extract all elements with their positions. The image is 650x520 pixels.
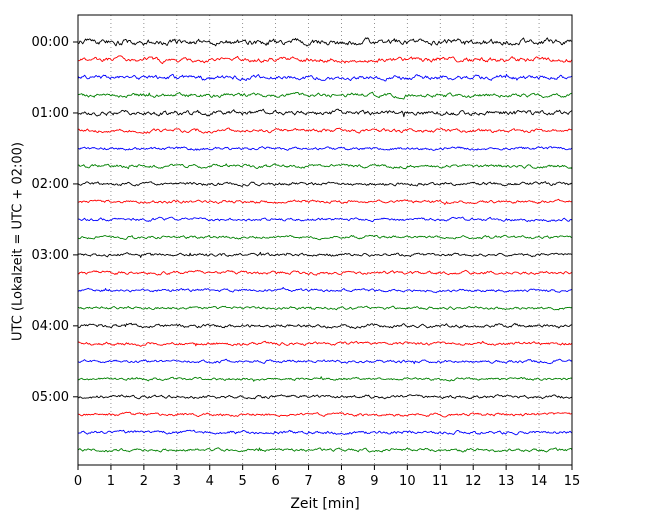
seismogram-trace [77, 447, 573, 453]
x-tick-label: 4 [206, 474, 214, 489]
seismogram-trace [77, 37, 573, 47]
y-tick-label: 01:00 [32, 106, 69, 121]
x-tick-label: 14 [531, 474, 548, 489]
seismogram-trace [77, 411, 573, 418]
x-tick-label: 1 [107, 474, 115, 489]
plot-border [77, 14, 573, 466]
seismogram-trace [77, 108, 573, 118]
x-tick-label: 10 [399, 474, 416, 489]
seismogram-trace [77, 394, 573, 400]
x-tick-label: 3 [173, 474, 181, 489]
seismogram-trace [77, 376, 573, 382]
x-tick-label: 11 [432, 474, 449, 489]
y-tick-label: 04:00 [32, 319, 69, 334]
seismogram-trace [77, 358, 573, 365]
x-tick-label: 15 [564, 474, 581, 489]
seismogram-trace [77, 163, 573, 170]
x-tick-label: 7 [304, 474, 312, 489]
seismogram-trace [77, 146, 573, 151]
seismogram-trace [77, 286, 573, 294]
y-tick-label: 05:00 [32, 390, 69, 405]
seismogram-trace [77, 429, 573, 436]
x-tick-label: 6 [271, 474, 279, 489]
y-tick-label: 03:00 [32, 248, 69, 263]
seismogram-trace [77, 269, 573, 276]
x-tick-label: 13 [498, 474, 515, 489]
x-tick-label: 12 [465, 474, 482, 489]
seismogram-trace [77, 322, 573, 329]
seismogram-trace [77, 127, 573, 134]
x-tick-label: 8 [337, 474, 345, 489]
y-tick-label: 00:00 [32, 35, 69, 50]
seismogram-trace [77, 73, 573, 82]
seismogram-trace [77, 251, 573, 258]
x-tick-label: 9 [370, 474, 378, 489]
seismogram-trace [77, 55, 573, 65]
seismogram-trace [77, 198, 573, 205]
seismogram-trace [77, 234, 573, 241]
x-tick-label: 0 [74, 474, 82, 489]
seismogram-trace [77, 305, 573, 311]
seismogram-trace [77, 340, 573, 347]
x-tick-label: 5 [239, 474, 247, 489]
seismogram-trace [77, 181, 573, 187]
x-tick-label: 2 [140, 474, 148, 489]
y-axis-label: UTC (Lokalzeit = UTC + 02:00) [10, 142, 26, 341]
x-axis-label: Zeit [min] [290, 496, 360, 512]
seismogram-trace [78, 216, 573, 223]
seismogram-trace [77, 91, 573, 100]
y-tick-label: 02:00 [32, 177, 69, 192]
